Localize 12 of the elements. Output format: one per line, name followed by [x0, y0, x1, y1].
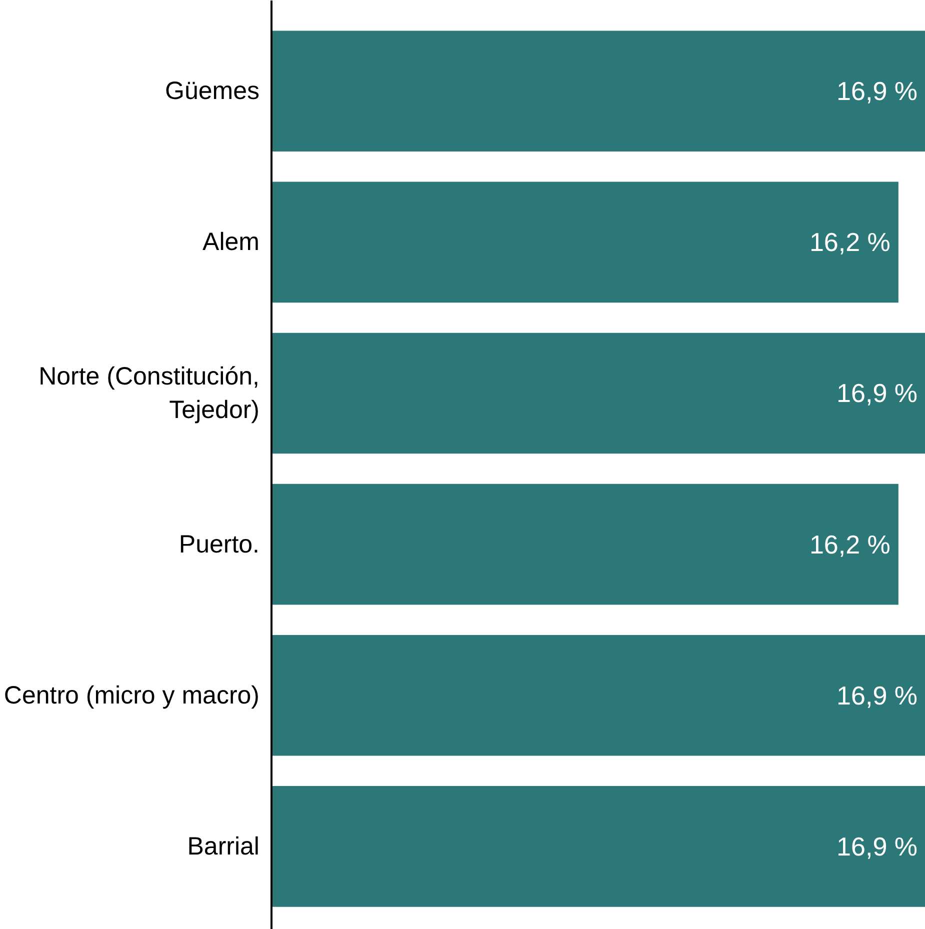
- y-tick-label: Puerto.: [178, 530, 260, 558]
- y-tick-label: Norte (Constitución, Tejedor): [38, 362, 260, 424]
- data-label: 16,9 %: [836, 76, 918, 106]
- data-label: 16,2 %: [809, 529, 890, 560]
- data-label: 16,2 %: [809, 227, 890, 258]
- y-tick-label: Barrial: [187, 832, 260, 860]
- y-tick-label: Alem: [202, 228, 260, 256]
- y-tick-label: Centro (micro y macro): [4, 681, 260, 710]
- data-label: 16,9 %: [836, 378, 918, 408]
- data-label: 16,9 %: [836, 831, 918, 862]
- data-label: 16,9 %: [836, 680, 918, 710]
- y-tick-label: Güemes: [165, 77, 260, 106]
